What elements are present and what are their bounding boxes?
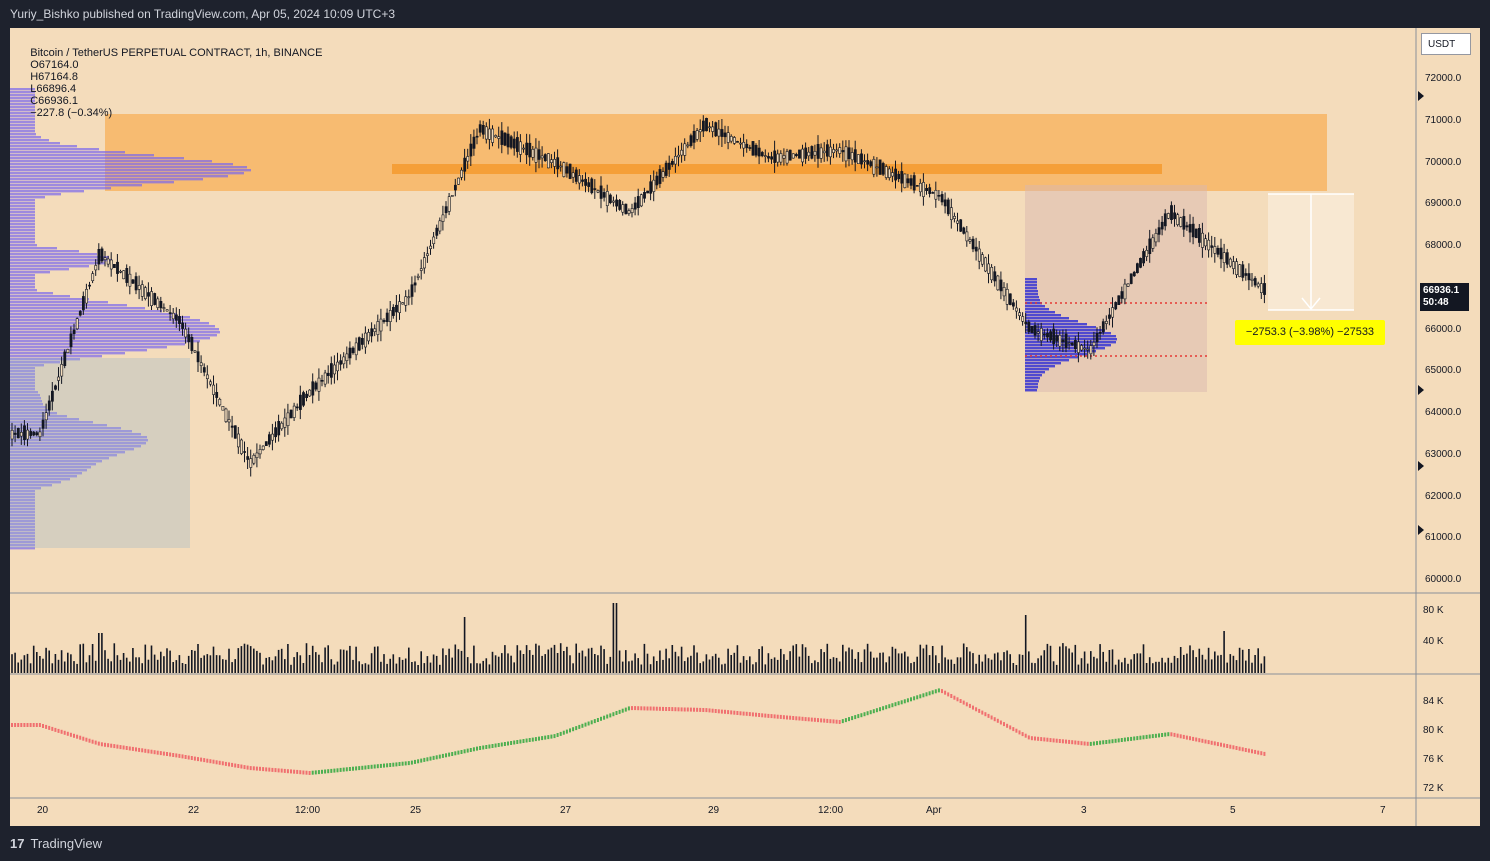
- ohlc-open: O67164.0: [30, 59, 79, 71]
- currency-button[interactable]: USDT: [1421, 33, 1471, 55]
- axis-marker-icon: [1418, 525, 1424, 535]
- price-change: −227.8 (−0.34%): [30, 107, 113, 119]
- axis-marker-icon: [1418, 461, 1424, 471]
- time-tick-label: Apr: [926, 805, 942, 816]
- price-tick-label: 61000.0: [1425, 532, 1462, 544]
- cumulative-delta-indicator: [11, 688, 1266, 775]
- ohlc-high: H67164.8: [30, 71, 78, 83]
- current-price-tag: 66936.1 50:48: [1420, 283, 1469, 311]
- price-tick-label: 70000.0: [1425, 156, 1462, 168]
- indicator-tick-label: 80 K: [1423, 725, 1444, 736]
- price-tick-label: 72000.0: [1425, 73, 1462, 84]
- time-tick-label: 29: [708, 805, 720, 816]
- volume-tick-label: 80 K: [1423, 605, 1444, 616]
- tradingview-logo-icon: 17: [10, 835, 25, 851]
- axis-marker-icon: [1418, 385, 1424, 395]
- indicator-tick-label: 76 K: [1423, 754, 1444, 765]
- indicator-tick-label: 84 K: [1423, 696, 1444, 707]
- publisher-header: Yuriy_Bishko published on TradingView.co…: [10, 7, 396, 21]
- volume-profile-session: [1025, 278, 1117, 392]
- chart-canvas[interactable]: [10, 28, 1480, 826]
- axis-marker-icon: [1418, 91, 1424, 101]
- time-tick-label: 25: [410, 805, 422, 816]
- time-tick-label: 12:00: [295, 805, 321, 816]
- candle-countdown: 50:48: [1423, 297, 1449, 308]
- measure-arrowhead: [1301, 297, 1321, 311]
- ohlc-low: L66896.4: [30, 83, 77, 95]
- price-tick-label: 60000.0: [1425, 574, 1462, 585]
- time-tick-label: 22: [188, 805, 200, 816]
- volume-bars: [11, 603, 1266, 673]
- price-tick-label: 71000.0: [1425, 114, 1462, 126]
- measure-result-label[interactable]: −2753.3 (−3.98%) −27533: [1235, 320, 1385, 345]
- price-tick-label: 65000.0: [1425, 365, 1462, 377]
- time-tick-label: 5: [1230, 805, 1236, 816]
- chart-frame[interactable]: Bitcoin / TetherUS PERPETUAL CONTRACT, 1…: [10, 28, 1480, 826]
- volume-profile-lower: [10, 358, 190, 548]
- indicator-tick-label: 72 K: [1423, 783, 1444, 794]
- ohlc-close: C66936.1: [30, 95, 78, 107]
- time-tick-label: 20: [37, 805, 49, 816]
- price-candles: [10, 115, 1266, 477]
- symbol-legend: Bitcoin / TetherUS PERPETUAL CONTRACT, 1…: [18, 35, 326, 131]
- price-tick-label: 63000.0: [1425, 448, 1462, 460]
- price-tick-label: 68000.0: [1425, 240, 1462, 251]
- tradingview-brand: TradingView: [30, 835, 103, 851]
- price-tick-label: 62000.0: [1425, 490, 1462, 502]
- price-tick-label: 66000.0: [1425, 323, 1462, 335]
- price-tick-label: 64000.0: [1425, 407, 1462, 418]
- volume-profile-left: [10, 88, 251, 550]
- volume-tick-label: 40 K: [1423, 636, 1444, 647]
- current-price-value: 66936.1: [1423, 285, 1460, 296]
- time-tick-label: 7: [1380, 805, 1386, 816]
- symbol-name[interactable]: Bitcoin / TetherUS PERPETUAL CONTRACT, 1…: [30, 47, 323, 59]
- time-tick-label: 3: [1081, 805, 1087, 816]
- tradingview-footer[interactable]: 17 TradingView: [10, 833, 102, 853]
- time-tick-label: 27: [560, 805, 572, 816]
- time-tick-label: 12:00: [818, 805, 844, 816]
- price-tick-label: 69000.0: [1425, 198, 1462, 210]
- resistance-midline: [392, 164, 1162, 174]
